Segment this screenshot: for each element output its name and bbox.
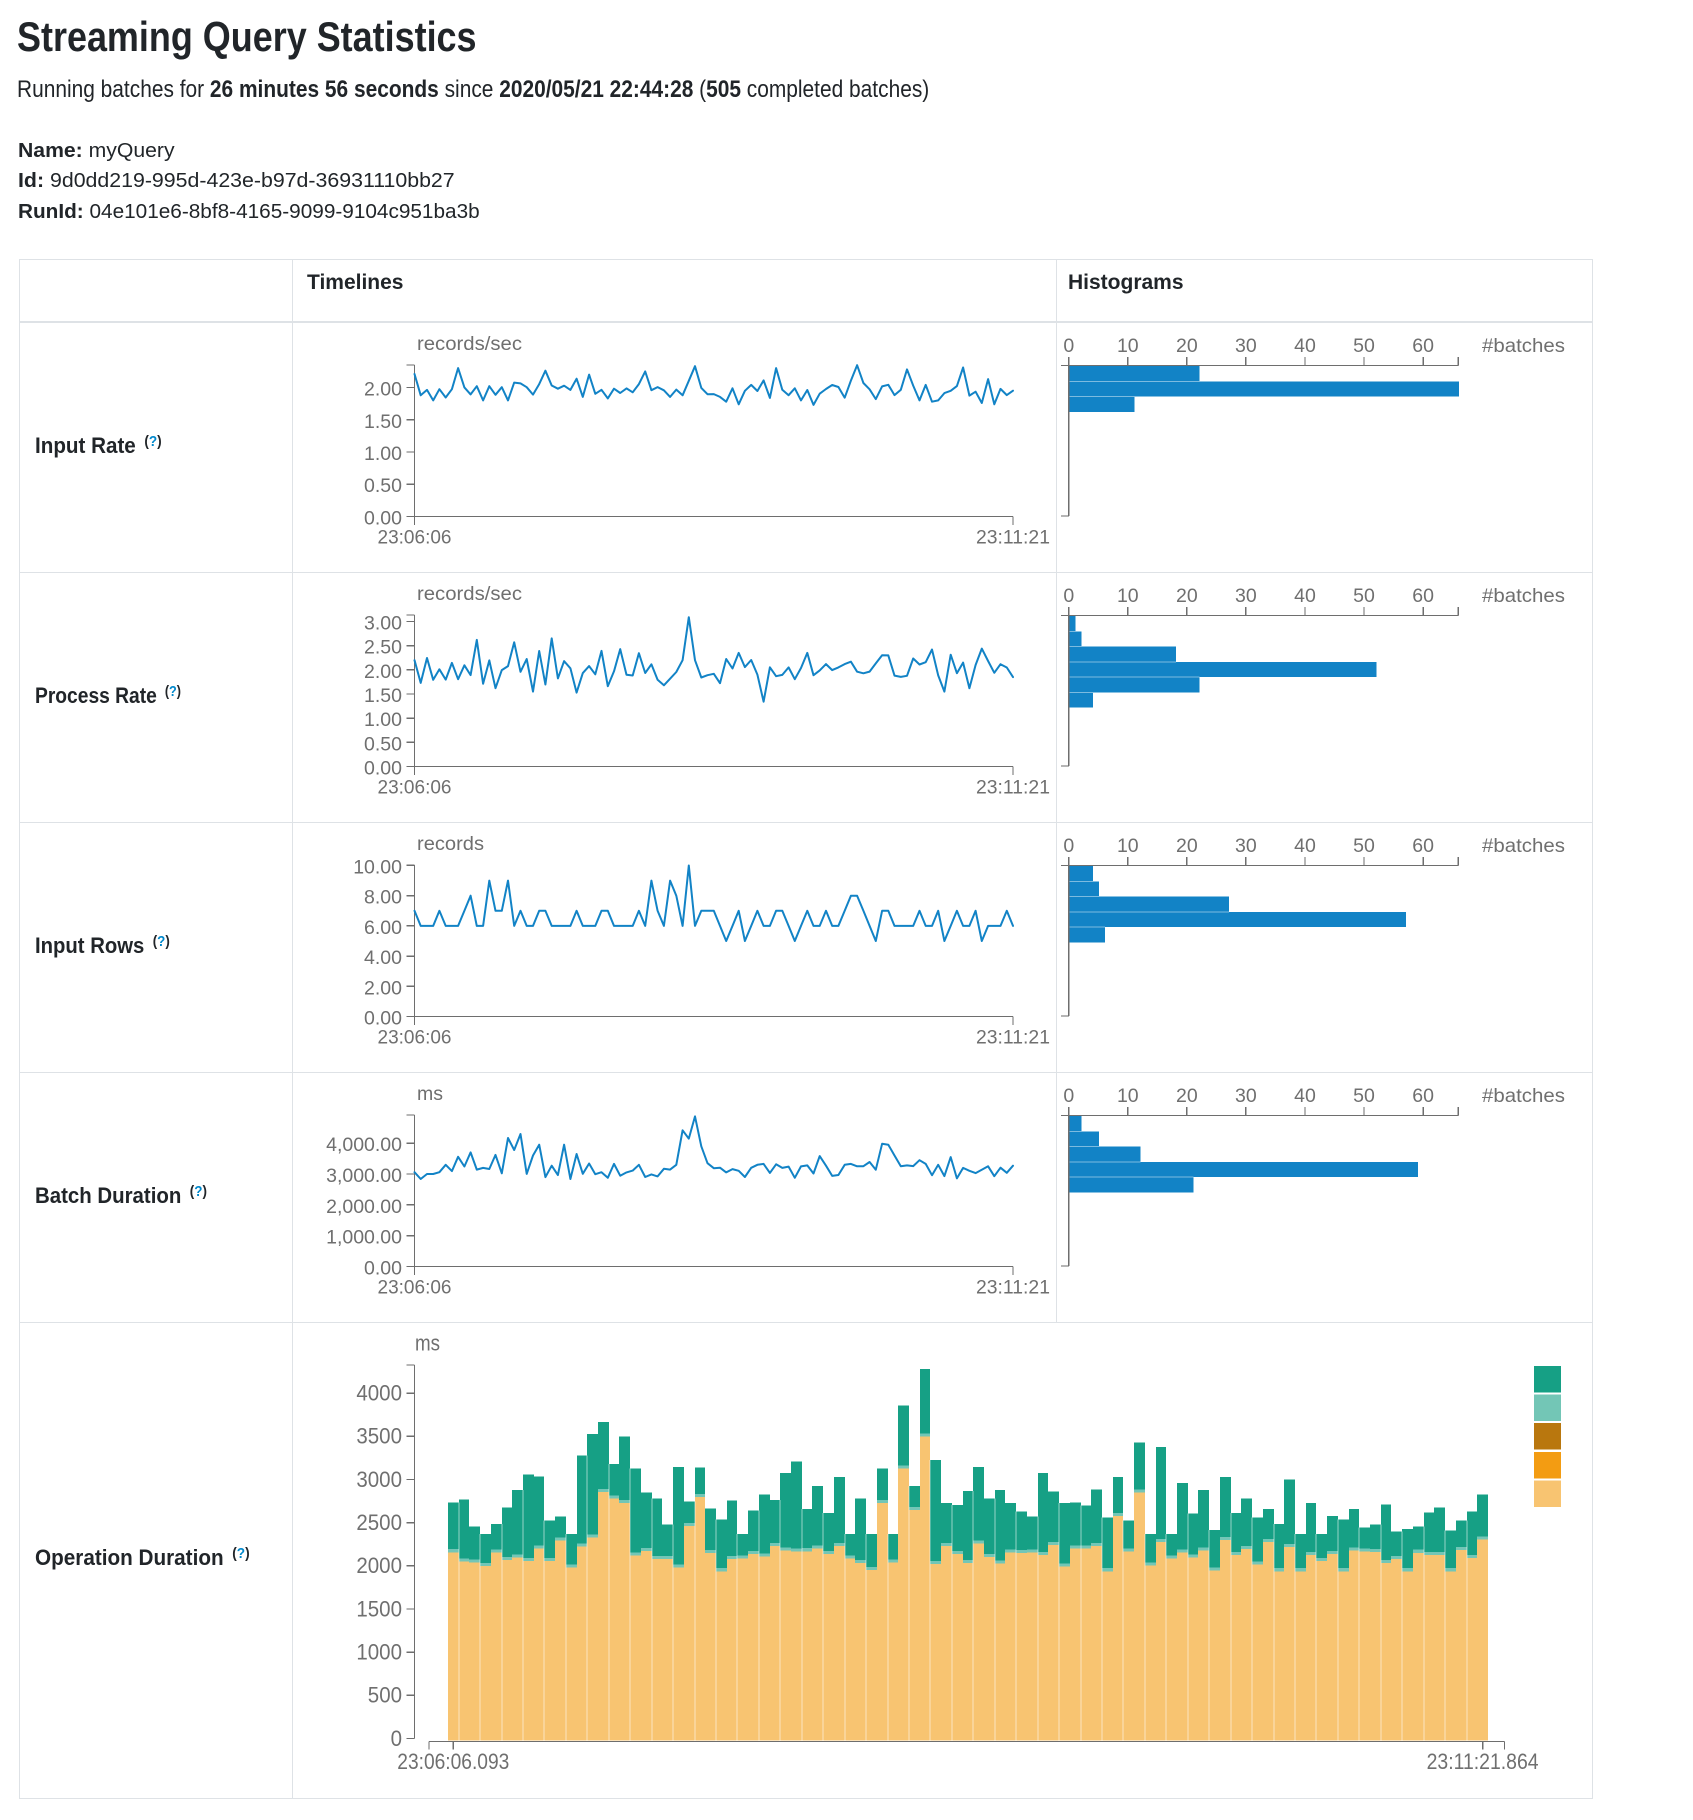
svg-text:4000: 4000 <box>356 1380 402 1405</box>
svg-text:23:11:21: 23:11:21 <box>976 1277 1050 1299</box>
svg-text:50: 50 <box>1353 585 1375 607</box>
svg-text:3000: 3000 <box>356 1467 402 1492</box>
svg-text:#batches: #batches <box>1482 585 1565 607</box>
svg-text:4,000.00: 4,000.00 <box>326 1134 402 1156</box>
svg-text:40: 40 <box>1294 335 1316 357</box>
svg-text:40: 40 <box>1294 835 1316 857</box>
svg-text:6.00: 6.00 <box>364 917 402 939</box>
svg-text:8.00: 8.00 <box>364 887 402 909</box>
svg-text:1.00: 1.00 <box>364 709 402 731</box>
svg-text:ms: ms <box>417 1083 443 1105</box>
svg-text:23:11:21.864: 23:11:21.864 <box>1427 1749 1539 1774</box>
svg-text:2.00: 2.00 <box>364 661 402 683</box>
svg-text:0: 0 <box>1063 835 1074 857</box>
svg-text:23:11:21: 23:11:21 <box>976 1027 1050 1049</box>
svg-text:23:06:06.093: 23:06:06.093 <box>397 1749 509 1774</box>
svg-text:23:06:06: 23:06:06 <box>378 527 452 549</box>
svg-text:0.50: 0.50 <box>364 733 402 755</box>
svg-text:50: 50 <box>1353 1085 1375 1107</box>
svg-text:2.00: 2.00 <box>364 977 402 999</box>
svg-text:50: 50 <box>1353 835 1375 857</box>
svg-text:#batches: #batches <box>1482 335 1565 357</box>
svg-text:500: 500 <box>368 1683 402 1708</box>
svg-text:60: 60 <box>1412 335 1434 357</box>
svg-text:50: 50 <box>1353 335 1375 357</box>
svg-text:#batches: #batches <box>1482 1085 1565 1107</box>
svg-text:23:06:06: 23:06:06 <box>378 777 452 799</box>
svg-text:0.50: 0.50 <box>364 475 402 497</box>
svg-text:40: 40 <box>1294 585 1316 607</box>
svg-text:10: 10 <box>1117 1085 1139 1107</box>
svg-text:records: records <box>417 833 484 855</box>
svg-text:20: 20 <box>1176 835 1198 857</box>
svg-text:20: 20 <box>1176 585 1198 607</box>
svg-text:0.00: 0.00 <box>364 1258 402 1280</box>
svg-text:60: 60 <box>1412 835 1434 857</box>
svg-text:20: 20 <box>1176 335 1198 357</box>
svg-text:ms: ms <box>415 1331 440 1356</box>
svg-text:1000: 1000 <box>356 1640 402 1665</box>
svg-text:records/sec: records/sec <box>417 583 522 605</box>
svg-text:10: 10 <box>1117 585 1139 607</box>
svg-text:1.50: 1.50 <box>364 685 402 707</box>
svg-text:records/sec: records/sec <box>417 333 522 355</box>
svg-text:4.00: 4.00 <box>364 947 402 969</box>
svg-text:0.00: 0.00 <box>364 508 402 530</box>
svg-text:0.00: 0.00 <box>364 1008 402 1030</box>
svg-text:0: 0 <box>1063 585 1074 607</box>
svg-text:23:11:21: 23:11:21 <box>976 777 1050 799</box>
svg-text:1.00: 1.00 <box>364 443 402 465</box>
svg-text:0: 0 <box>1063 335 1074 357</box>
svg-text:0: 0 <box>1063 1085 1074 1107</box>
svg-text:60: 60 <box>1412 1085 1434 1107</box>
svg-text:30: 30 <box>1235 835 1257 857</box>
svg-text:30: 30 <box>1235 1085 1257 1107</box>
svg-text:2.00: 2.00 <box>364 379 402 401</box>
svg-text:30: 30 <box>1235 335 1257 357</box>
svg-text:10.00: 10.00 <box>353 857 402 879</box>
svg-text:10: 10 <box>1117 335 1139 357</box>
svg-text:3.00: 3.00 <box>364 613 402 635</box>
svg-text:3,000.00: 3,000.00 <box>326 1165 402 1187</box>
svg-text:0.00: 0.00 <box>364 758 402 780</box>
svg-text:23:06:06: 23:06:06 <box>378 1277 452 1299</box>
svg-text:2000: 2000 <box>356 1553 402 1578</box>
svg-text:23:06:06: 23:06:06 <box>378 1027 452 1049</box>
svg-text:2,000.00: 2,000.00 <box>326 1196 402 1218</box>
svg-text:40: 40 <box>1294 1085 1316 1107</box>
svg-text:20: 20 <box>1176 1085 1198 1107</box>
svg-text:1500: 1500 <box>356 1596 402 1621</box>
svg-text:1.50: 1.50 <box>364 411 402 433</box>
svg-text:23:11:21: 23:11:21 <box>976 527 1050 549</box>
svg-text:0: 0 <box>391 1726 402 1751</box>
svg-text:1,000.00: 1,000.00 <box>326 1227 402 1249</box>
svg-text:#batches: #batches <box>1482 835 1565 857</box>
svg-text:30: 30 <box>1235 585 1257 607</box>
svg-text:3500: 3500 <box>356 1424 402 1449</box>
svg-text:60: 60 <box>1412 585 1434 607</box>
svg-text:10: 10 <box>1117 835 1139 857</box>
svg-text:2500: 2500 <box>356 1510 402 1535</box>
svg-text:2.50: 2.50 <box>364 637 402 659</box>
